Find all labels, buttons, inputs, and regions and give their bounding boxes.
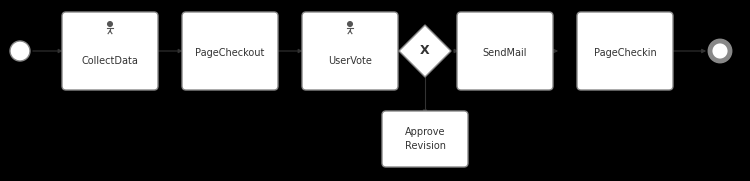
FancyBboxPatch shape xyxy=(62,12,158,90)
Text: UserVote: UserVote xyxy=(328,56,372,66)
FancyBboxPatch shape xyxy=(577,12,673,90)
Text: Approve
Revision: Approve Revision xyxy=(404,127,445,151)
Circle shape xyxy=(10,41,30,61)
Circle shape xyxy=(107,21,113,27)
Text: X: X xyxy=(420,45,430,58)
FancyBboxPatch shape xyxy=(302,12,398,90)
FancyBboxPatch shape xyxy=(457,12,553,90)
Circle shape xyxy=(710,41,730,61)
FancyBboxPatch shape xyxy=(382,111,468,167)
Polygon shape xyxy=(399,25,451,77)
Text: SendMail: SendMail xyxy=(483,48,527,58)
Circle shape xyxy=(347,21,353,27)
FancyBboxPatch shape xyxy=(182,12,278,90)
Text: PageCheckin: PageCheckin xyxy=(594,48,656,58)
Text: PageCheckout: PageCheckout xyxy=(195,48,265,58)
Text: CollectData: CollectData xyxy=(82,56,139,66)
